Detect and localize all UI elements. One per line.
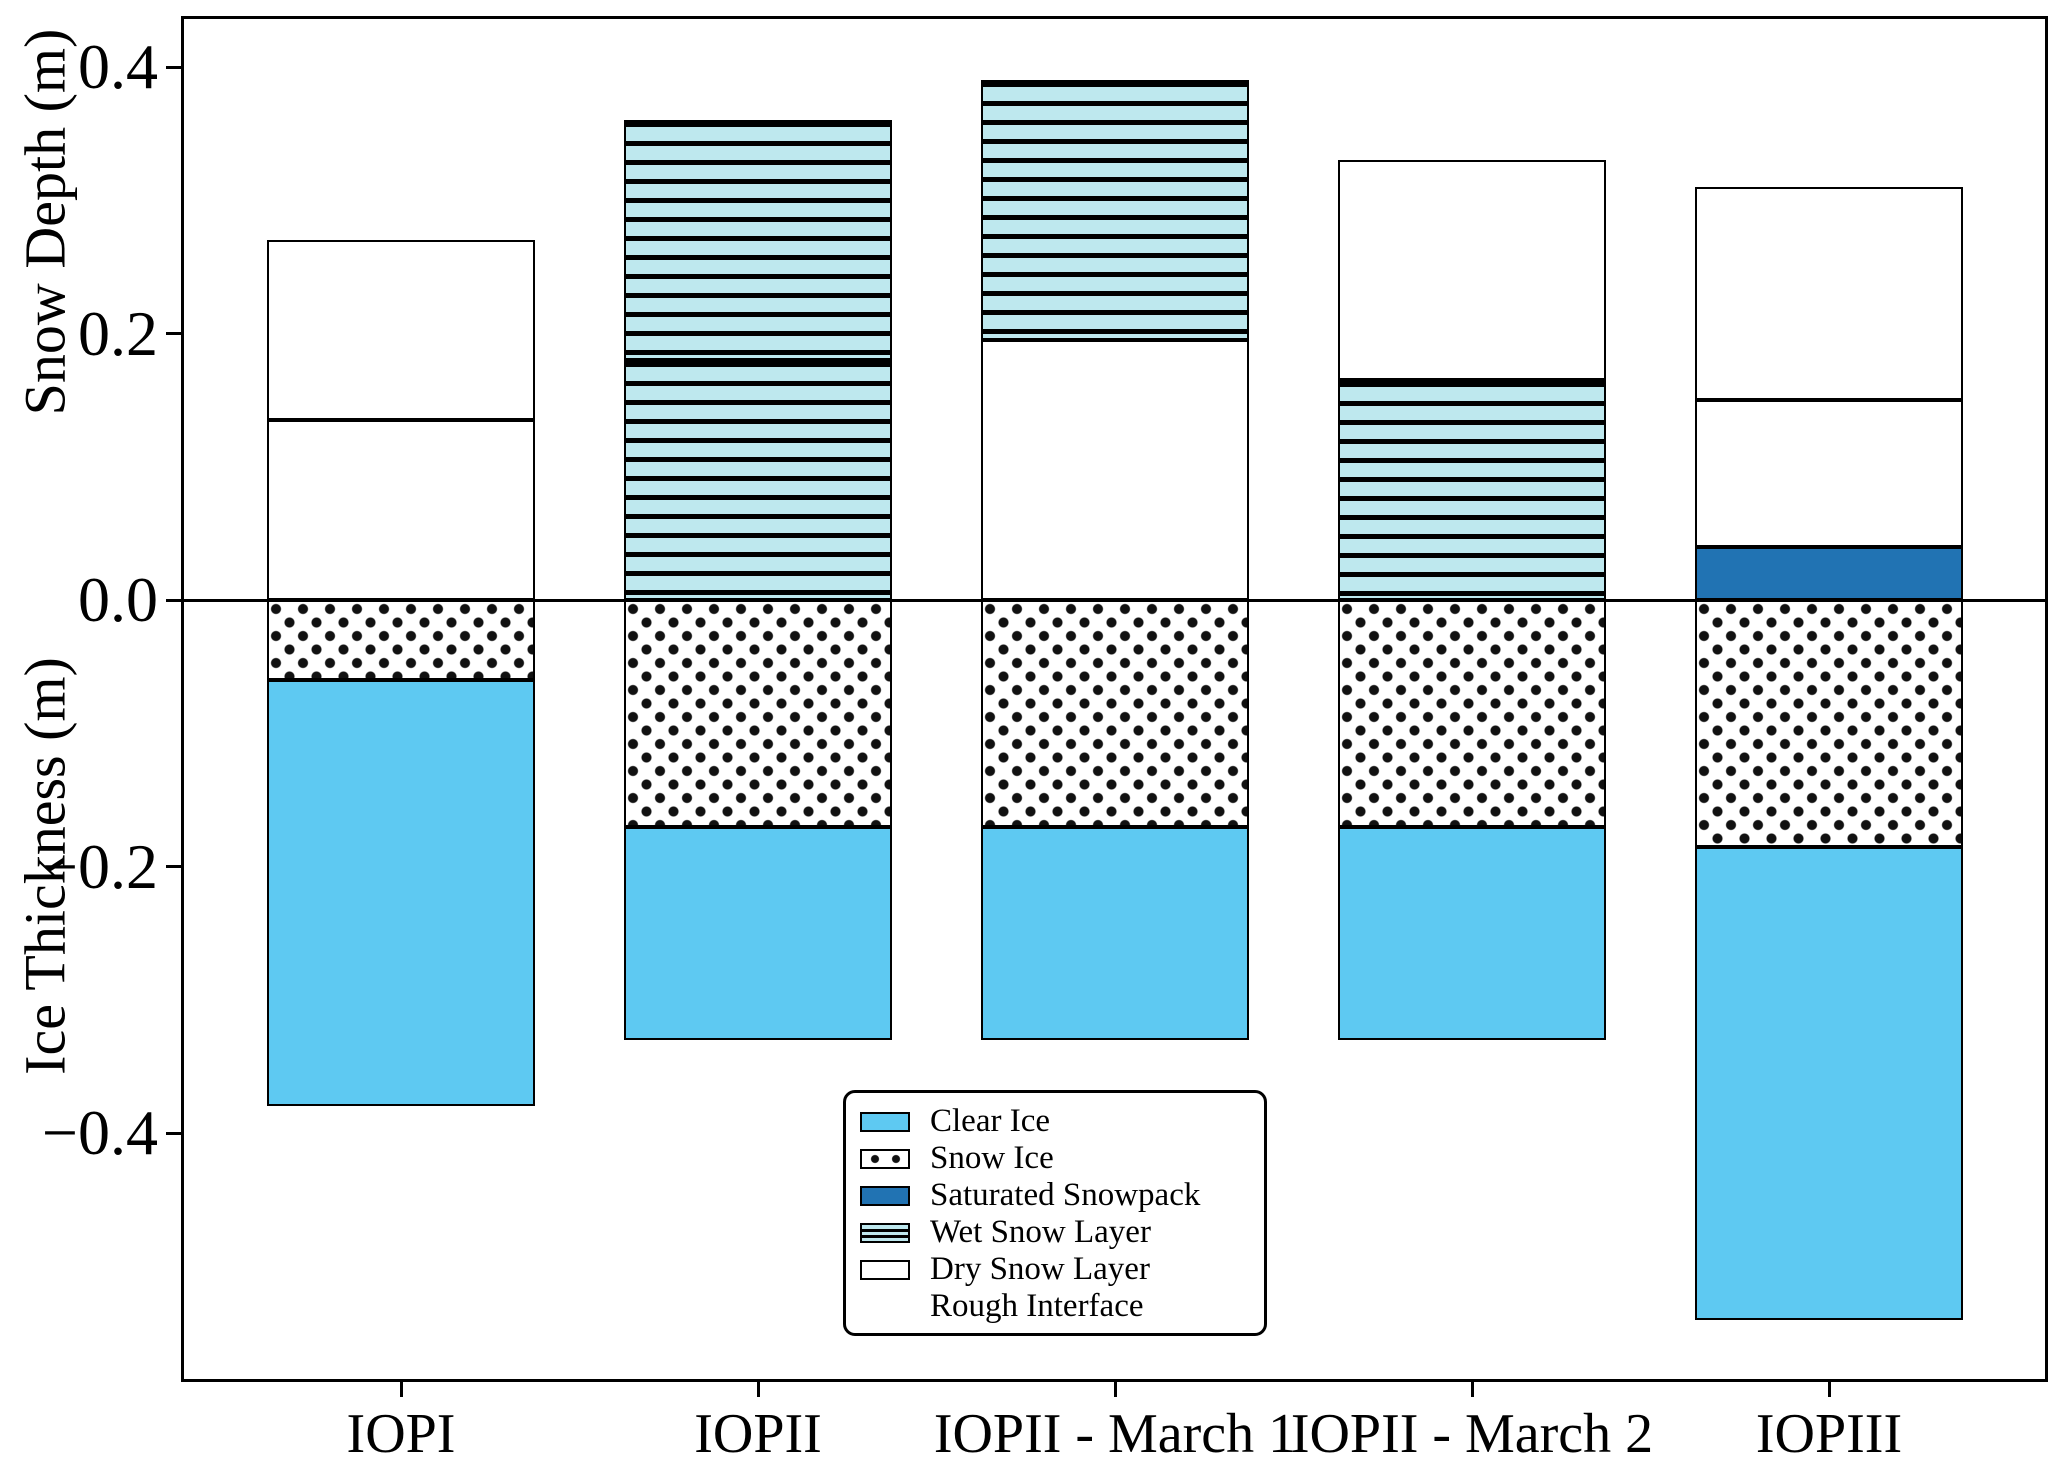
layer-wet_snow	[1338, 380, 1606, 600]
x-tick-label: IOPII - March 1	[933, 1403, 1297, 1465]
legend-item: Dry Snow Layer	[860, 1251, 1264, 1288]
layer-snow_ice	[1338, 600, 1606, 827]
layer-clear_ice	[1338, 826, 1606, 1040]
legend-swatch-saturated_snowpack	[860, 1185, 910, 1206]
x-tick-label: IOPI	[346, 1403, 456, 1465]
layer-dry_snow	[267, 420, 535, 600]
layer-saturated_snowpack	[1695, 546, 1963, 600]
y-tick-label: −0.2	[41, 830, 158, 902]
y-tick-label: 0.4	[78, 31, 158, 102]
y-tick-mark	[166, 65, 181, 69]
layer-snow_ice	[624, 600, 892, 827]
y-axis-label-snow-depth: Snow Depth (m)	[12, 28, 78, 416]
layer-clear_ice	[981, 826, 1249, 1040]
layer-snow_ice	[1695, 600, 1963, 847]
y-tick-label: −0.4	[41, 1097, 158, 1168]
layer-snow_ice	[981, 600, 1249, 827]
x-tick-label: IOPII - March 2	[1290, 1403, 1654, 1465]
x-tick-mark	[1113, 1381, 1117, 1397]
legend-swatch-dry_snow	[860, 1259, 910, 1280]
legend-item-label: Clear Ice	[930, 1103, 1050, 1139]
layer-dry_snow	[1695, 186, 1963, 401]
layer-clear_ice	[624, 826, 892, 1040]
legend-item-label: Saturated Snowpack	[930, 1177, 1201, 1213]
legend-item-label: Wet Snow Layer	[930, 1214, 1151, 1250]
y-tick-mark	[166, 1131, 181, 1135]
layer-clear_ice	[1695, 846, 1963, 1320]
x-tick-mark	[756, 1381, 760, 1397]
y-tick-mark	[166, 332, 181, 335]
layer-wet_snow	[624, 360, 892, 600]
layer-dry_snow	[981, 340, 1249, 600]
legend-item: Clear Ice	[860, 1103, 1264, 1140]
legend-item-label: Dry Snow Layer	[930, 1251, 1150, 1287]
legend-swatch-clear_ice	[860, 1111, 910, 1132]
legend-item: Snow Ice	[860, 1140, 1264, 1177]
legend-item: Rough Interface	[860, 1288, 1264, 1325]
legend-item-label: Snow Ice	[930, 1140, 1054, 1176]
y-tick-label: 0.2	[78, 297, 158, 369]
y-tick-label: 0.0	[78, 564, 158, 635]
legend-item: Saturated Snowpack	[860, 1177, 1264, 1214]
x-tick-mark	[1470, 1381, 1474, 1397]
y-tick-mark	[166, 865, 181, 868]
layer-wet_snow	[981, 80, 1249, 341]
x-tick-mark	[399, 1381, 403, 1397]
legend-swatch-wet_snow	[860, 1222, 910, 1243]
layer-snow_ice	[267, 600, 535, 680]
legend-item-label: Rough Interface	[930, 1288, 1144, 1324]
y-tick-mark	[166, 598, 181, 602]
layer-dry_snow	[1695, 400, 1963, 547]
rough-interface-wave	[860, 1298, 910, 1316]
layer-wet_snow	[624, 120, 892, 361]
layer-dry_snow	[267, 240, 535, 421]
legend-swatch-rough	[860, 1297, 910, 1317]
y-axis-label-ice-thickness: Ice Thickness (m)	[12, 657, 78, 1075]
layer-clear_ice	[267, 680, 535, 1107]
x-tick-mark	[1827, 1381, 1831, 1397]
legend-swatch-snow_ice	[860, 1148, 910, 1169]
x-tick-label: IOPIII	[1755, 1403, 1903, 1465]
legend-item: Wet Snow Layer	[860, 1214, 1264, 1251]
x-tick-label: IOPII	[694, 1403, 822, 1465]
layer-dry_snow	[1338, 160, 1606, 381]
legend: Clear Ice Snow Ice Saturated Snowpack Wet S…	[843, 1090, 1267, 1336]
